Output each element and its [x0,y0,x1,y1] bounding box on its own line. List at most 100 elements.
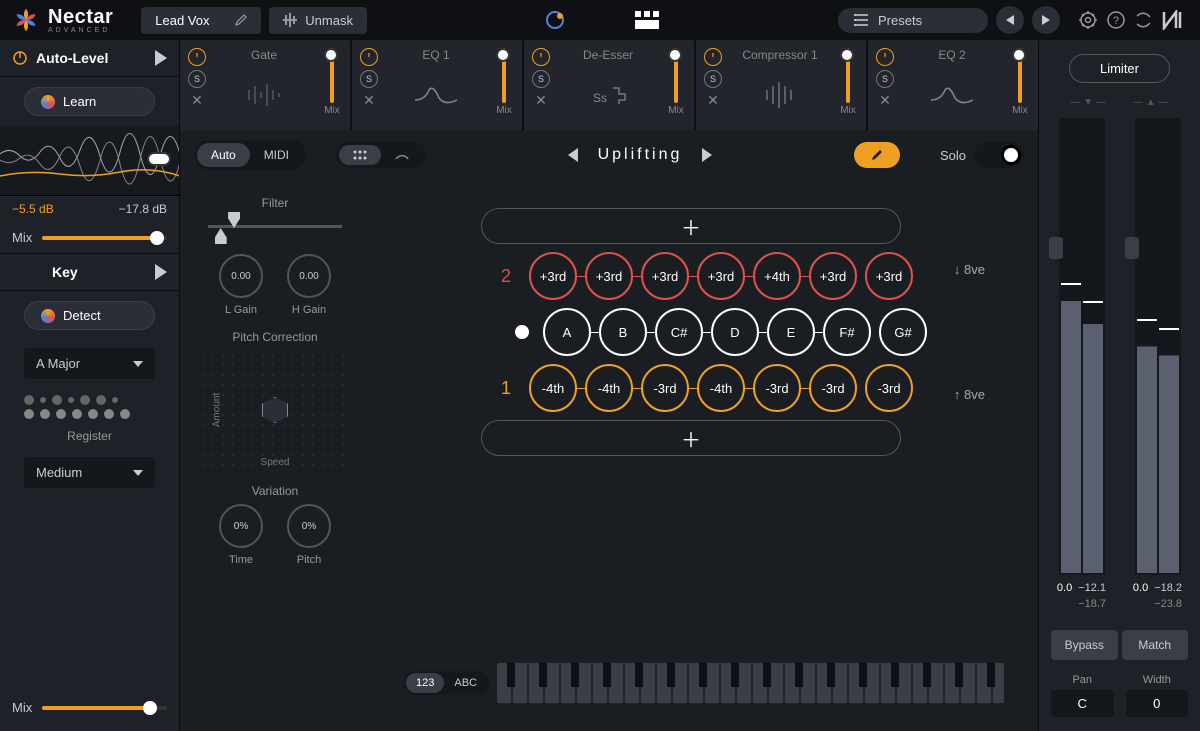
scale-dropdown[interactable]: A Major [24,348,155,379]
gear-icon[interactable] [1078,10,1098,30]
pitch-xy-pad[interactable]: Amount Speed [198,350,352,470]
harmony-note[interactable]: A [543,308,591,356]
harmony-note[interactable]: -4th [585,364,633,412]
harmony-prev[interactable] [568,148,578,162]
module-close-icon[interactable]: ✕ [707,92,719,109]
help-icon[interactable]: ? [1106,10,1126,30]
add-voice-below[interactable]: ＋ [481,420,901,456]
key-mix-slider[interactable] [42,706,167,710]
module-power-icon[interactable] [360,48,378,66]
module-power-icon[interactable] [532,48,550,66]
module-mix-slider[interactable] [666,48,686,103]
harmony-note[interactable]: G# [879,308,927,356]
view-mode-icon[interactable] [635,11,659,29]
harmony-note[interactable]: +3rd [529,252,577,300]
module-power-icon[interactable] [704,48,722,66]
learn-button[interactable]: Learn [24,87,155,116]
module-solo-icon[interactable]: S [360,70,378,88]
harmony-note[interactable]: D [711,308,759,356]
harmony-note[interactable]: C# [655,308,703,356]
pan-value[interactable]: C [1051,690,1114,717]
harmony-note[interactable]: +3rd [585,252,633,300]
waveform-handle[interactable] [147,152,171,166]
toggle-auto[interactable]: Auto [197,143,250,167]
harmony-note[interactable]: -4th [529,364,577,412]
toggle-123[interactable]: 123 [406,673,444,693]
module-mix-label: Mix [496,105,512,116]
harmony-note[interactable]: +3rd [697,252,745,300]
harmony-note[interactable]: -3rd [641,364,689,412]
toggle-midi[interactable]: MIDI [250,143,303,167]
solo-switch[interactable] [974,142,1024,168]
unmask-icon [283,13,297,27]
auto-midi-toggle[interactable]: Auto MIDI [194,140,306,170]
match-button[interactable]: Match [1122,630,1189,660]
al-mix-slider[interactable] [42,236,167,240]
octave-up[interactable]: ↑ 8ve [954,387,985,402]
harmony-note[interactable]: F# [823,308,871,356]
register-dropdown[interactable]: Medium [24,457,155,488]
bypass-button[interactable]: Bypass [1051,630,1118,660]
preset-prev[interactable] [996,6,1024,34]
module-solo-icon[interactable]: S [704,70,722,88]
filter-range-slider[interactable] [208,220,342,232]
harmony-note[interactable]: -4th [697,364,745,412]
harmony-note[interactable]: -3rd [809,364,857,412]
hgain-knob[interactable]: 0.00H Gain [287,254,331,316]
module-close-icon[interactable]: ✕ [879,92,891,109]
module-de-esser[interactable]: S ✕ De-Esser Ss Mix [524,40,694,130]
add-voice-above[interactable]: ＋ [481,208,901,244]
module-gate[interactable]: S ✕ Gate Mix [180,40,350,130]
unmask-button[interactable]: Unmask [269,7,367,34]
module-compressor-1[interactable]: S ✕ Compressor 1 Mix [696,40,866,130]
power-icon[interactable] [12,50,28,66]
view-toggle[interactable] [336,142,426,168]
toggle-abc[interactable]: ABC [444,673,487,693]
harmony-note[interactable]: +3rd [641,252,689,300]
module-mix-slider[interactable] [322,48,342,103]
module-solo-icon[interactable]: S [188,70,206,88]
harmony-note[interactable]: +4th [753,252,801,300]
undo-icon[interactable] [1134,10,1154,30]
harmony-note[interactable]: +3rd [865,252,913,300]
time-knob[interactable]: 0%Time [219,504,263,566]
grid-view-icon[interactable] [339,145,381,165]
module-solo-icon[interactable]: S [532,70,550,88]
arc-view-icon[interactable] [381,145,423,165]
harmony-edit[interactable] [854,142,900,168]
module-power-icon[interactable] [188,48,206,66]
harmony-note[interactable]: +3rd [809,252,857,300]
preset-name-field[interactable]: Lead Vox [141,7,261,34]
module-eq-2[interactable]: S ✕ EQ 2 Mix [868,40,1038,130]
key-expand[interactable] [155,264,167,280]
detect-button[interactable]: Detect [24,301,155,330]
mini-keyboard[interactable] [497,663,1004,703]
harmony-note[interactable]: E [767,308,815,356]
module-mix-slider[interactable] [838,48,858,103]
module-mix-slider[interactable] [494,48,514,103]
lgain-knob[interactable]: 0.00L Gain [219,254,263,316]
harmony-next[interactable] [702,148,712,162]
module-eq-1[interactable]: S ✕ EQ 1 Mix [352,40,522,130]
presets-menu[interactable]: Presets [838,8,988,33]
filter-range-slider2[interactable] [208,236,342,248]
limiter-button[interactable]: Limiter [1069,54,1170,83]
autolevel-expand[interactable] [155,50,167,66]
module-mix-slider[interactable] [1010,48,1030,103]
module-power-icon[interactable] [876,48,894,66]
scale-dots[interactable] [0,387,179,423]
harmony-note[interactable]: -3rd [753,364,801,412]
module-close-icon[interactable]: ✕ [191,92,203,109]
module-solo-icon[interactable]: S [876,70,894,88]
harmony-note[interactable]: -3rd [865,364,913,412]
module-close-icon[interactable]: ✕ [363,92,375,109]
pitch-knob[interactable]: 0%Pitch [287,504,331,566]
note-label-toggle[interactable]: 123 ABC [404,671,489,695]
harmony-note[interactable]: B [599,308,647,356]
pitch-xy-handle[interactable] [262,397,288,423]
width-value[interactable]: 0 [1126,690,1189,717]
module-close-icon[interactable]: ✕ [535,92,547,109]
assistant-icon[interactable] [545,10,565,30]
octave-down[interactable]: ↓ 8ve [954,262,985,277]
preset-next[interactable] [1032,6,1060,34]
